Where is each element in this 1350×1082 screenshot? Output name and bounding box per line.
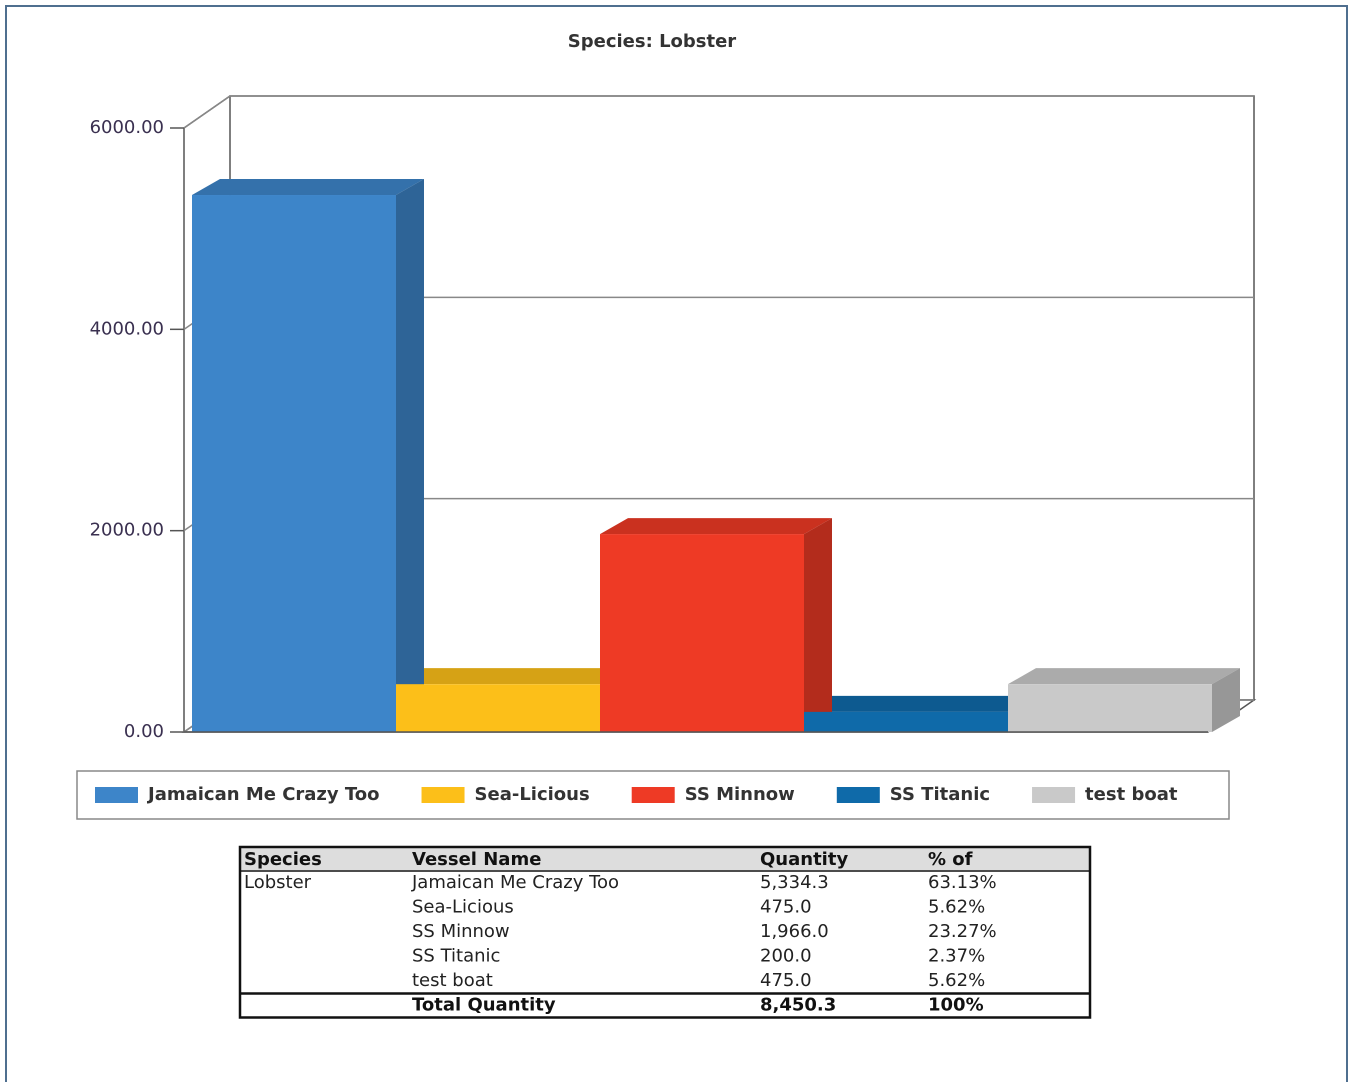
legend-swatch [836,787,880,803]
legend-label: test boat [1085,784,1178,805]
y-tick-label: 0.00 [124,721,164,742]
table-total: Total Quantity [412,995,556,1016]
table-cell: Sea-Licious [412,897,514,918]
table-header: Vessel Name [412,849,541,870]
legend-swatch [1032,787,1076,803]
bar-top [396,668,628,685]
table-total: 8,450.3 [760,995,836,1016]
table-cell: 5.62% [928,897,985,918]
table-header: Quantity [760,849,848,870]
table-cell: Lobster [244,872,312,893]
bar-side [804,518,832,732]
table-total: 100% [928,995,984,1016]
table-cell: 23.27% [928,921,997,942]
table-cell: SS Minnow [412,921,510,942]
bar [1008,684,1212,732]
legend-swatch [421,787,465,803]
chart-title: Species: Lobster [568,31,737,52]
table-border [238,845,1092,1019]
bar [600,534,804,732]
table-header: % of [928,849,973,870]
table-cell: 475.0 [760,970,812,991]
table-cell: 475.0 [760,897,812,918]
bar-top [1008,668,1240,685]
legend-swatch [631,787,675,803]
legend-swatch [95,787,138,803]
bar-top [192,179,424,196]
bar [396,684,600,732]
bar [192,195,396,732]
table-cell: test boat [412,970,493,991]
bar-top [600,518,832,535]
table-cell: 1,966.0 [760,921,829,942]
table-cell: 200.0 [760,946,812,967]
y-tick-label: 4000.00 [90,318,164,339]
y-tick-label: 6000.00 [90,117,164,138]
table-cell: 5.62% [928,970,985,991]
table-cell: 5,334.3 [760,872,829,893]
bar-top [804,695,1036,712]
table-header-bg [240,848,1090,870]
table-cell: 2.37% [928,946,985,967]
bar [804,711,1008,732]
table-cell: SS Titanic [412,946,500,967]
bar-side [396,179,424,732]
grid-line [183,95,231,129]
table-cell: 63.13% [928,872,997,893]
table-cell: Jamaican Me Crazy Too [411,872,619,893]
legend-label: SS Minnow [685,784,795,805]
legend-label: SS Titanic [890,784,990,805]
y-tick-label: 2000.00 [90,520,164,541]
table-header: Species [244,849,322,870]
legend-label: Sea-Licious [475,784,590,805]
bar-side [1212,668,1240,732]
legend-label: Jamaican Me Crazy Too [146,784,380,805]
